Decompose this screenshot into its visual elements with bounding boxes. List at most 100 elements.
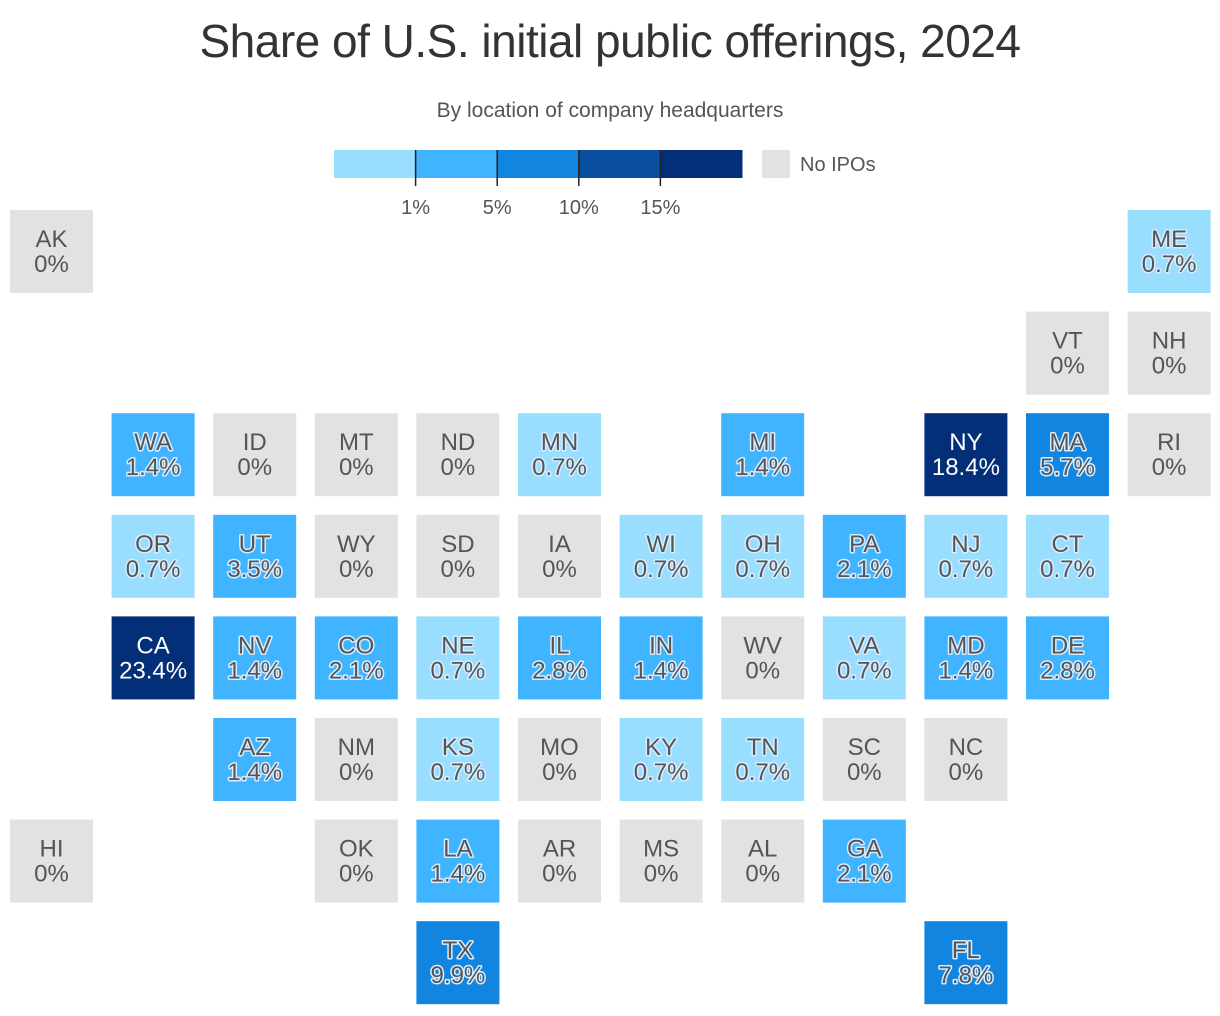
tile-value-label: 0% [34, 861, 69, 888]
state-tile-ks: KS0.7% [416, 718, 500, 801]
state-tile-sc: SC0% [822, 718, 906, 801]
tile-value-label: 0% [745, 861, 780, 888]
tile-state-label: VA [849, 632, 879, 659]
state-tiles: AK0%ME0.7%VT0%NH0%WA1.4%ID0%MT0%ND0%MN0.… [10, 210, 1211, 1005]
tile-rect [416, 819, 500, 903]
tile-state-label: HI [40, 836, 64, 863]
state-tile-md: MD1.4% [924, 616, 1008, 700]
tile-value-label: 0.7% [634, 556, 689, 583]
tile-value-label: 0% [1050, 353, 1085, 380]
tile-rect [10, 210, 93, 293]
tile-value-label: 1.4% [939, 657, 994, 684]
state-tile-nd: ND0% [416, 413, 500, 497]
state-tile-ne: NE0.7% [416, 616, 500, 700]
tile-state-label: ME [1151, 226, 1187, 253]
tile-rect [213, 616, 297, 700]
tile-state-label: MA [1050, 429, 1086, 456]
tile-rect [822, 718, 906, 801]
tile-value-label: 0% [847, 759, 882, 786]
state-tile-ar: AR0% [518, 819, 601, 903]
state-tile-nj: NJ0.7% [924, 514, 1008, 598]
tile-rect [721, 718, 805, 801]
state-tile-ct: CT0.7% [1026, 514, 1109, 598]
tile-value-label: 1.4% [126, 454, 181, 481]
tile-state-label: OR [135, 531, 171, 558]
tile-state-label: NC [949, 734, 984, 761]
tile-rect [721, 819, 805, 903]
tile-rect [518, 514, 601, 598]
state-tile-il: IL2.8% [518, 616, 601, 700]
state-tile-ga: GA2.1% [822, 819, 906, 903]
tile-state-label: VT [1052, 328, 1083, 355]
tile-rect [111, 514, 195, 598]
tile-state-label: TX [443, 937, 474, 964]
tile-state-label: AZ [239, 734, 270, 761]
tile-rect [10, 819, 93, 903]
tile-value-label: 0.7% [431, 759, 486, 786]
tile-value-label: 0.7% [634, 759, 689, 786]
tile-state-label: FL [952, 937, 980, 964]
tile-rect [1026, 616, 1109, 700]
state-tile-az: AZ1.4% [213, 718, 297, 801]
state-tile-nh: NH0% [1127, 311, 1211, 395]
tile-rect [924, 514, 1008, 598]
state-tile-mi: MI1.4% [721, 413, 805, 497]
tile-value-label: 0% [542, 556, 577, 583]
state-tile-mo: MO0% [518, 718, 601, 801]
tile-state-label: WV [743, 632, 782, 659]
tile-value-label: 7.8% [939, 962, 994, 989]
tile-state-label: GA [847, 836, 882, 863]
legend-no-ipo-label: No IPOs [800, 154, 876, 176]
state-tile-ky: KY0.7% [619, 718, 703, 801]
tile-value-label: 0% [949, 759, 984, 786]
state-tile-vt: VT0% [1026, 311, 1109, 395]
tile-state-label: MI [749, 429, 776, 456]
tile-state-label: CA [136, 632, 169, 659]
tile-state-label: CO [338, 632, 374, 659]
state-tile-ok: OK0% [314, 819, 398, 903]
state-tile-nc: NC0% [924, 718, 1008, 801]
tile-value-label: 0% [1152, 353, 1187, 380]
tile-rect [619, 718, 703, 801]
state-tile-nm: NM0% [314, 718, 398, 801]
state-tile-me: ME0.7% [1127, 210, 1211, 293]
tile-state-label: NJ [951, 531, 980, 558]
tile-state-label: NM [338, 734, 375, 761]
tile-state-label: AK [35, 226, 67, 253]
tile-rect [1127, 311, 1211, 395]
tile-value-label: 23.4% [119, 657, 187, 684]
tile-value-label: 2.8% [532, 657, 587, 684]
state-tile-al: AL0% [721, 819, 805, 903]
tile-state-label: MO [540, 734, 579, 761]
tile-value-label: 0.7% [939, 556, 994, 583]
tile-value-label: 0% [441, 454, 476, 481]
tile-state-label: NH [1152, 328, 1187, 355]
tile-rect [518, 616, 601, 700]
state-tile-la: LA1.4% [416, 819, 500, 903]
legend-tick-label: 5% [483, 197, 512, 219]
state-tile-wv: WV0% [721, 616, 805, 700]
tile-value-label: 3.5% [227, 556, 282, 583]
tile-value-label: 0.7% [837, 657, 892, 684]
tile-state-label: DE [1051, 632, 1084, 659]
tile-rect [619, 616, 703, 700]
state-tile-ia: IA0% [518, 514, 601, 598]
state-tile-wy: WY0% [314, 514, 398, 598]
tile-rect [111, 616, 195, 700]
legend-tick-label: 15% [640, 197, 680, 219]
state-tile-in: IN1.4% [619, 616, 703, 700]
tile-state-label: ID [243, 429, 267, 456]
tile-state-label: WY [337, 531, 376, 558]
tile-value-label: 1.4% [227, 759, 282, 786]
tile-value-label: 0% [34, 251, 69, 278]
tile-rect [822, 819, 906, 903]
legend-tick-label: 1% [401, 197, 430, 219]
tile-rect [518, 718, 601, 801]
tile-rect [213, 718, 297, 801]
tile-rect [619, 514, 703, 598]
tile-state-label: NY [949, 429, 982, 456]
tile-rect [721, 413, 805, 497]
tile-state-label: ND [441, 429, 476, 456]
tile-state-label: NE [441, 632, 474, 659]
